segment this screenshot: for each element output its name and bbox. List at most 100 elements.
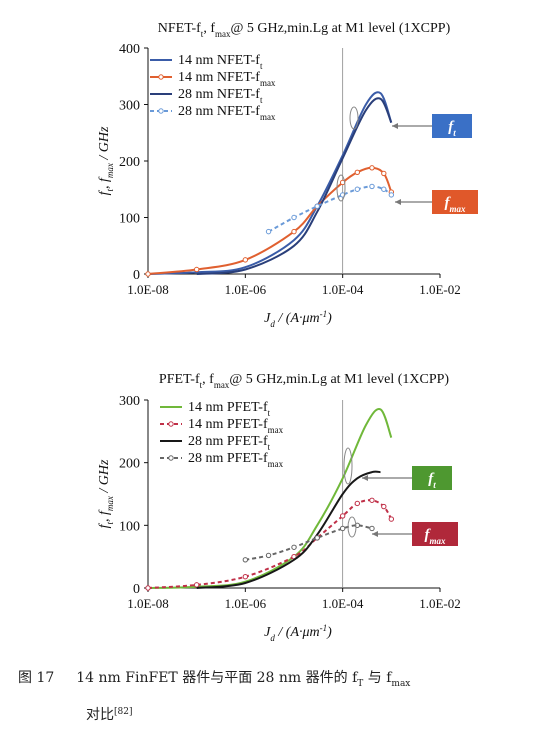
highlight-ellipse xyxy=(349,106,359,130)
y-tick-label: 200 xyxy=(119,457,140,472)
x-tick-label: 1.0E-02 xyxy=(419,282,461,297)
y-tick-label: 300 xyxy=(119,99,140,114)
series-3 xyxy=(196,97,393,275)
legend-label: 28 nm PFET-fmax xyxy=(188,451,284,469)
data-point xyxy=(145,271,151,277)
x-tick-label: 1.0E-08 xyxy=(127,282,169,297)
arrow-head xyxy=(362,475,368,481)
legend-label: 14 nm NFET-fmax xyxy=(178,70,276,88)
highlight-ellipse xyxy=(347,516,357,538)
data-point xyxy=(381,170,387,177)
x-tick-label: 1.0E-04 xyxy=(322,282,364,297)
series-2 xyxy=(145,165,395,277)
legend-marker xyxy=(158,74,164,80)
annotation-2: fmax xyxy=(372,522,458,546)
series-4 xyxy=(242,522,375,563)
annotation-label: ft xyxy=(448,119,456,138)
annotation-box xyxy=(432,114,472,138)
figure-caption: 图 17 14 nm FinFET 器件与平面 28 nm 器件的 fT 与 fm… xyxy=(18,664,543,729)
data-point xyxy=(381,503,387,510)
caption-line2: 对比 xyxy=(86,707,114,724)
annotation-box xyxy=(412,466,452,490)
data-point xyxy=(265,228,272,235)
data-point xyxy=(369,165,375,171)
legend-marker xyxy=(168,421,174,427)
caption-sub-max: max xyxy=(391,678,411,689)
x-axis-label: Jd / (A·μm-1) xyxy=(264,623,332,643)
annotation-1: ft xyxy=(392,114,472,138)
data-point xyxy=(354,169,361,176)
data-point xyxy=(145,585,151,591)
data-point xyxy=(291,214,297,221)
annotation-2: fmax xyxy=(395,190,478,214)
caption-number: 图 17 xyxy=(18,670,55,686)
data-point xyxy=(339,513,346,519)
y-tick-label: 0 xyxy=(133,268,140,283)
arrow-head xyxy=(392,123,398,129)
data-point xyxy=(242,257,249,263)
figure-charts: NFET-ft, fmax@ 5 GHz,min.Lg at M1 level … xyxy=(97,21,478,643)
data-point xyxy=(354,186,361,192)
data-point xyxy=(388,192,395,198)
caption-ref: [82] xyxy=(114,706,133,717)
caption-sub-t: T xyxy=(357,678,364,689)
chart-title: PFET-ft, fmax@ 5 GHz,min.Lg at M1 level … xyxy=(159,372,450,390)
caption-mid: 与 f xyxy=(363,670,392,686)
series-line xyxy=(245,524,373,561)
legend-label: 28 nm PFET-ft xyxy=(188,434,271,452)
data-point xyxy=(193,266,200,273)
data-point xyxy=(314,535,320,541)
x-tick-label: 1.0E-06 xyxy=(225,596,267,611)
data-point xyxy=(339,525,346,532)
data-point xyxy=(369,183,375,190)
series-2 xyxy=(145,497,395,591)
data-point xyxy=(265,552,272,559)
y-tick-label: 100 xyxy=(119,212,140,227)
data-point xyxy=(291,228,297,235)
data-point xyxy=(369,497,375,503)
caption-text: 14 nm FinFET 器件与平面 28 nm 器件的 f xyxy=(76,670,358,686)
data-point xyxy=(354,500,361,507)
y-axis-label: ft, fmax / GHz xyxy=(97,126,115,195)
data-point xyxy=(314,203,320,209)
annotation-label: ft xyxy=(428,471,436,490)
x-tick-label: 1.0E-06 xyxy=(225,282,267,297)
legend-marker xyxy=(168,455,174,461)
y-tick-label: 300 xyxy=(119,394,140,409)
y-tick-label: 100 xyxy=(119,519,140,534)
legend-marker xyxy=(158,108,164,114)
data-point xyxy=(369,525,375,532)
x-tick-label: 1.0E-04 xyxy=(322,596,364,611)
data-point xyxy=(242,557,249,563)
highlight-ellipse xyxy=(343,447,353,485)
annotation-box xyxy=(432,190,478,214)
series-line xyxy=(196,470,381,589)
series-line xyxy=(147,408,393,589)
chart-1: NFET-ft, fmax@ 5 GHz,min.Lg at M1 level … xyxy=(97,21,478,329)
x-axis-label: Jd / (A·μm-1) xyxy=(264,309,332,329)
y-tick-label: 400 xyxy=(119,42,140,57)
y-tick-label: 0 xyxy=(133,582,140,597)
series-line xyxy=(147,499,393,589)
highlight-ellipse xyxy=(336,174,346,202)
data-point xyxy=(381,186,387,192)
data-point xyxy=(291,544,297,550)
x-tick-label: 1.0E-08 xyxy=(127,596,169,611)
series-1 xyxy=(147,408,393,589)
data-point xyxy=(193,582,200,588)
series-line xyxy=(147,166,393,275)
arrow-head xyxy=(395,199,401,205)
legend-label: 14 nm PFET-fmax xyxy=(188,417,284,435)
legend-label: 28 nm NFET-ft xyxy=(178,87,263,105)
chart-2: PFET-ft, fmax@ 5 GHz,min.Lg at M1 level … xyxy=(97,372,461,643)
legend-label: 28 nm NFET-fmax xyxy=(178,104,276,122)
arrow-head xyxy=(372,531,378,537)
annotation-box xyxy=(412,522,458,546)
y-axis-label: ft, fmax / GHz xyxy=(97,459,115,528)
legend-label: 14 nm NFET-ft xyxy=(178,53,263,71)
annotation-label: fmax xyxy=(444,195,466,214)
y-tick-label: 200 xyxy=(119,155,140,170)
annotation-1: ft xyxy=(362,466,452,490)
data-point xyxy=(388,516,395,522)
